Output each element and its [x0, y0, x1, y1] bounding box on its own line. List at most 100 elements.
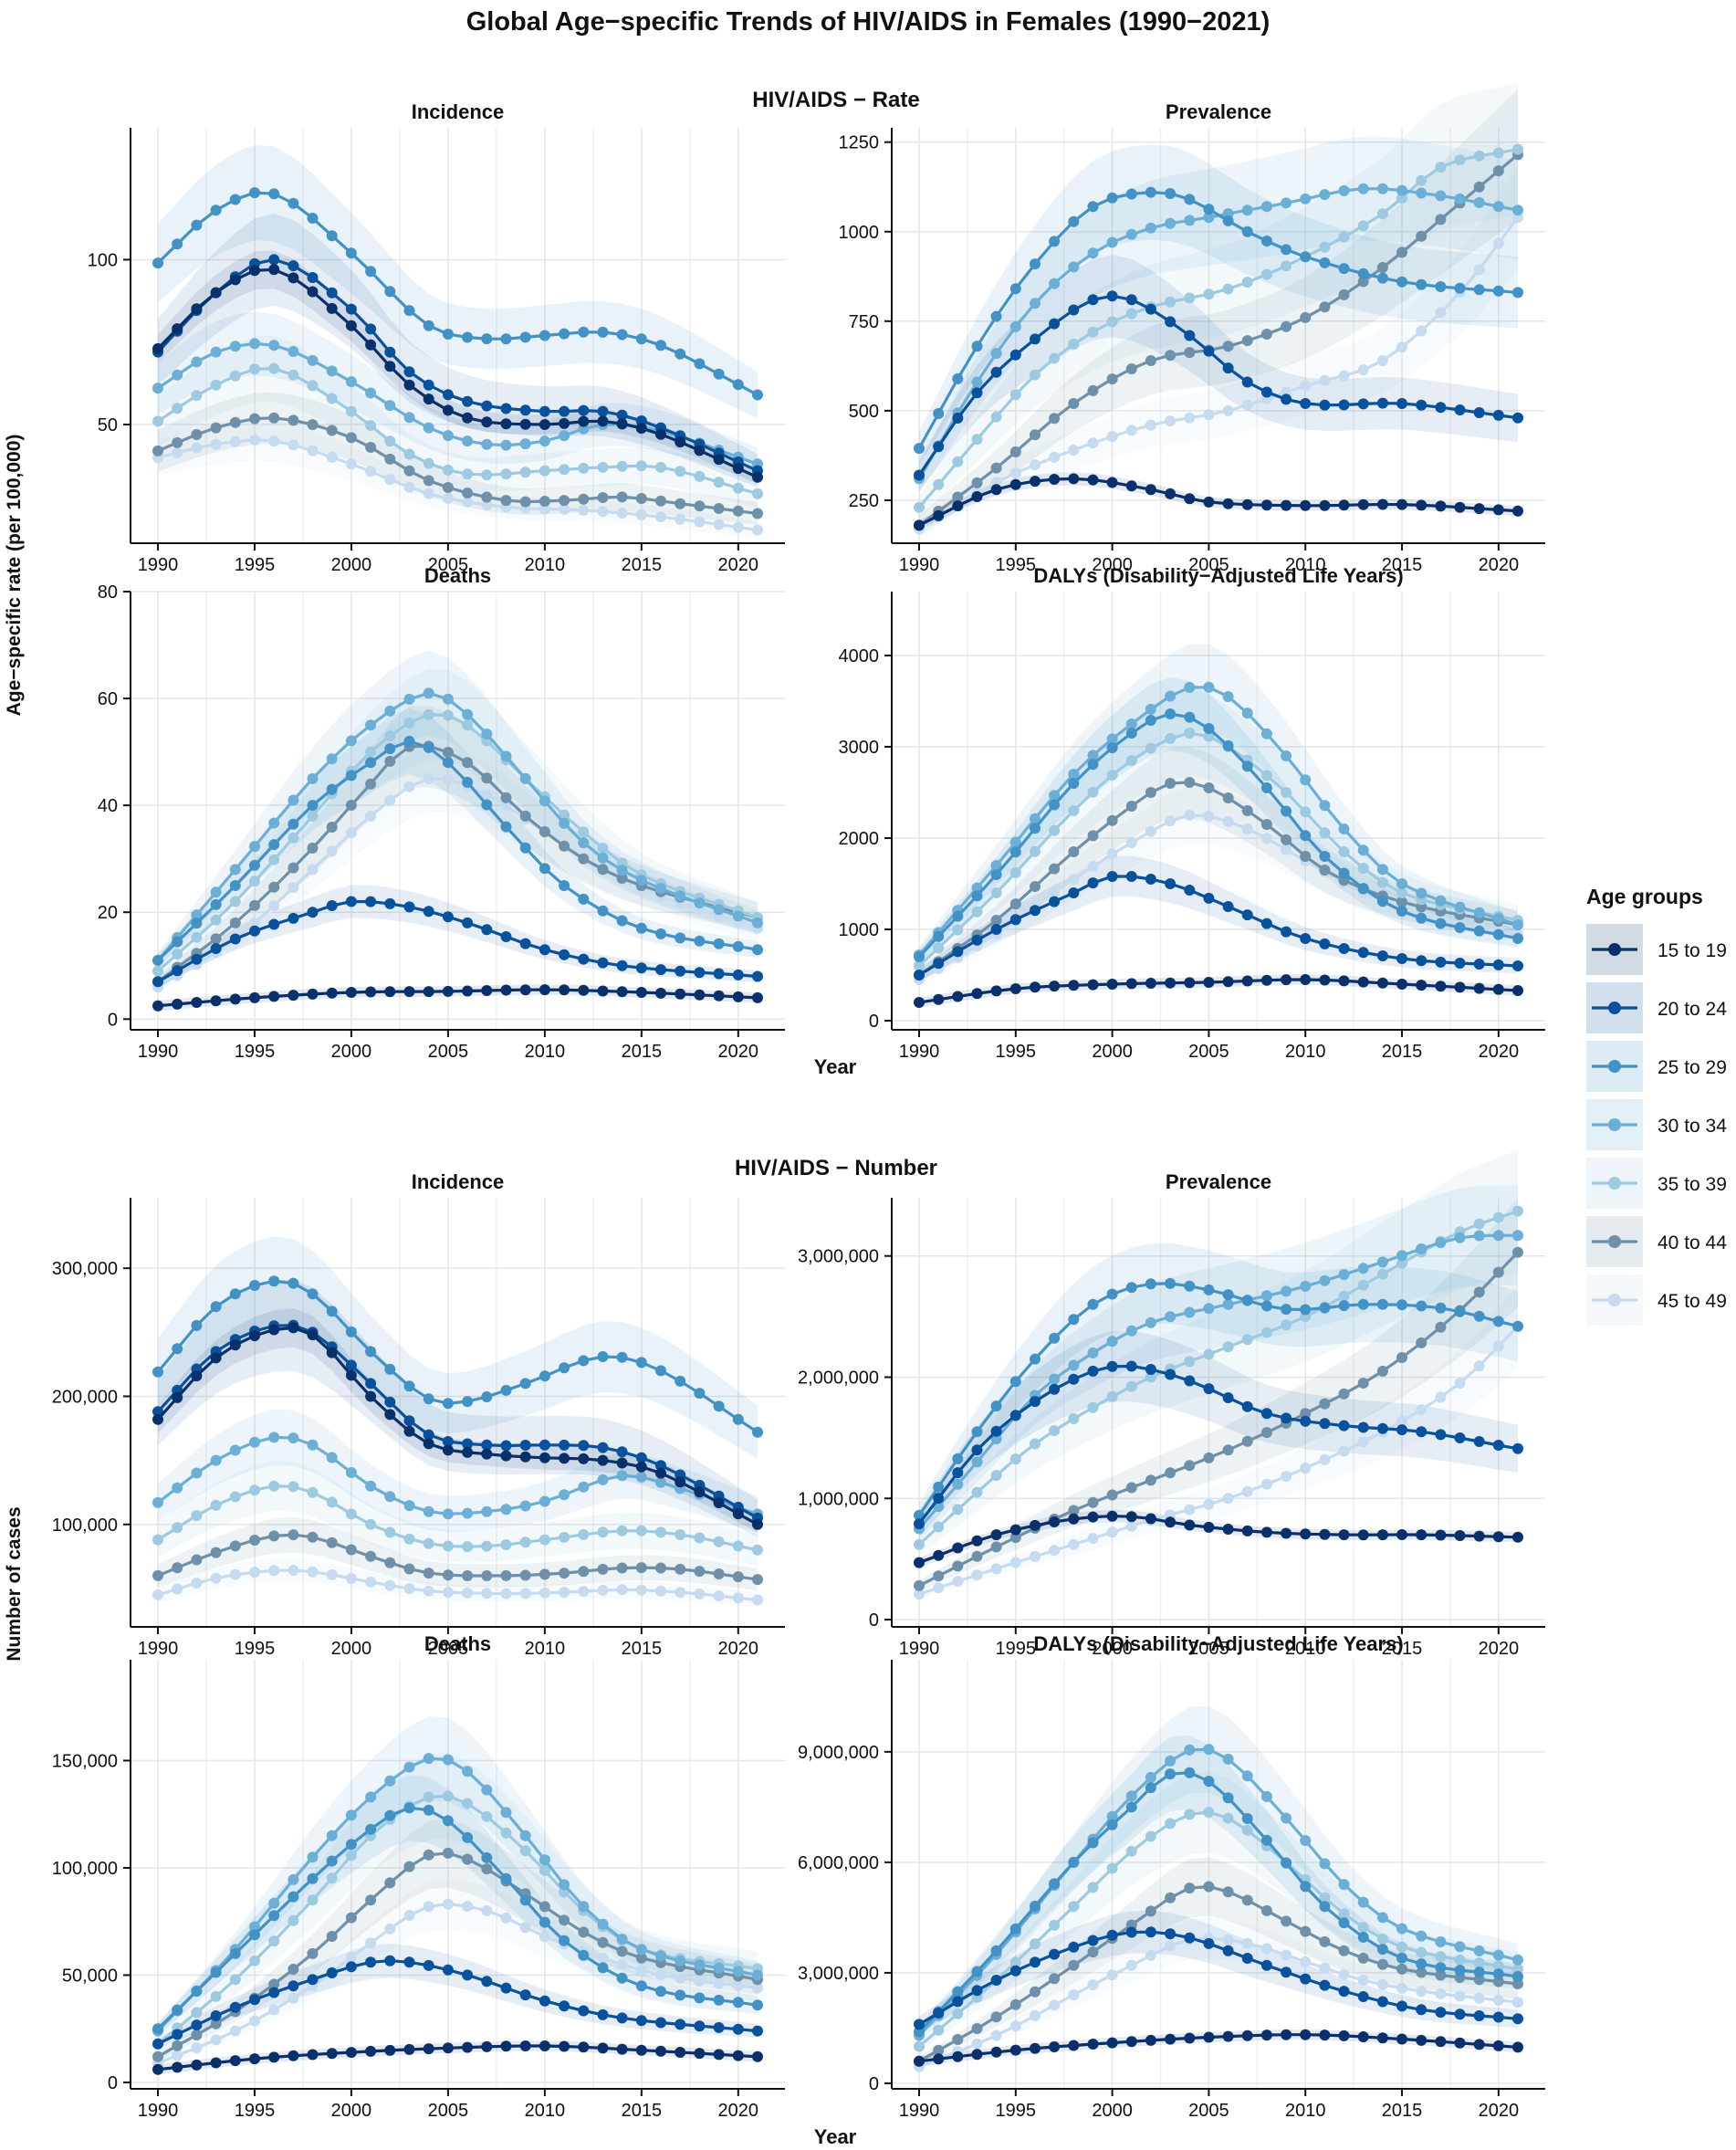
- point-35-to-39: [307, 1486, 319, 1498]
- point-20-to-24: [1184, 330, 1196, 341]
- point-40-to-44: [539, 826, 550, 837]
- x-tick-label: 1995: [235, 1639, 276, 1659]
- point-35-to-39: [1416, 174, 1427, 186]
- ribbon-35-to-39: [919, 1771, 1518, 2052]
- point-15-to-19: [1030, 981, 1041, 993]
- point-35-to-39: [1512, 143, 1523, 155]
- point-45-to-49: [326, 845, 338, 857]
- point-45-to-49: [933, 1582, 945, 1594]
- point-15-to-19: [559, 417, 570, 429]
- point-35-to-39: [384, 730, 396, 741]
- point-20-to-24: [1473, 407, 1485, 418]
- point-15-to-19: [326, 1347, 338, 1358]
- point-15-to-19: [326, 2048, 338, 2060]
- ribbons: [919, 83, 1518, 538]
- point-40-to-44: [210, 422, 222, 434]
- point-45-to-49: [481, 1588, 493, 1599]
- point-25-to-29: [1435, 1962, 1447, 1974]
- point-15-to-19: [752, 471, 763, 483]
- point-15-to-19: [1396, 1529, 1407, 1540]
- point-40-to-44: [990, 1541, 1002, 1553]
- y-tick-label: 100,000: [52, 1515, 118, 1536]
- point-25-to-29: [288, 818, 299, 830]
- point-40-to-44: [384, 453, 396, 465]
- point-35-to-39: [1106, 316, 1118, 328]
- point-20-to-24: [1165, 316, 1177, 328]
- point-20-to-24: [210, 943, 222, 954]
- point-45-to-49: [307, 445, 319, 456]
- point-40-to-44: [933, 1570, 945, 1582]
- point-45-to-49: [307, 1566, 319, 1578]
- point-45-to-49: [481, 789, 493, 801]
- point-30-to-34: [732, 1966, 744, 1977]
- ribbons: [158, 145, 758, 539]
- point-25-to-29: [1087, 1298, 1099, 1310]
- point-15-to-19: [210, 2057, 222, 2069]
- point-30-to-34: [326, 1452, 338, 1463]
- point-30-to-34: [1165, 1755, 1177, 1767]
- point-25-to-29: [578, 326, 590, 338]
- point-25-to-29: [952, 1986, 964, 1998]
- point-35-to-39: [655, 461, 666, 473]
- point-25-to-29: [752, 1999, 763, 2011]
- point-30-to-34: [1009, 836, 1021, 848]
- point-15-to-19: [1396, 2033, 1407, 2045]
- point-45-to-49: [1396, 1415, 1407, 1427]
- point-30-to-34: [326, 365, 338, 377]
- point-40-to-44: [442, 482, 454, 493]
- point-45-to-49: [732, 521, 744, 533]
- point-40-to-44: [210, 2018, 222, 2029]
- point-25-to-29: [172, 1343, 183, 1355]
- point-25-to-29: [732, 1997, 744, 2008]
- point-40-to-44: [1396, 246, 1407, 258]
- point-15-to-19: [365, 2045, 377, 2057]
- point-25-to-29: [713, 368, 725, 380]
- point-15-to-19: [732, 2050, 744, 2061]
- point-35-to-39: [384, 1526, 396, 1538]
- point-30-to-34: [1203, 1303, 1215, 1315]
- point-40-to-44: [1125, 363, 1137, 374]
- point-30-to-34: [191, 909, 203, 921]
- point-35-to-39: [914, 960, 925, 971]
- point-15-to-19: [1492, 504, 1504, 516]
- point-15-to-19: [1281, 974, 1292, 986]
- point-20-to-24: [1165, 1928, 1177, 1940]
- point-15-to-19: [442, 404, 454, 416]
- point-20-to-24: [423, 1429, 434, 1441]
- point-40-to-44: [423, 475, 434, 487]
- point-40-to-44: [268, 881, 280, 893]
- point-35-to-39: [519, 1845, 531, 1857]
- point-20-to-24: [384, 1396, 396, 1408]
- point-20-to-24: [1030, 1956, 1041, 1968]
- series-lines: [152, 687, 763, 1012]
- point-45-to-49: [539, 1587, 550, 1599]
- point-15-to-19: [1454, 2037, 1466, 2049]
- point-30-to-34: [1106, 733, 1118, 745]
- point-35-to-39: [307, 1894, 319, 1906]
- point-25-to-29: [675, 1375, 686, 1387]
- x-tick-label: 2015: [1382, 1042, 1423, 1062]
- point-35-to-39: [500, 1539, 512, 1550]
- panel-rate-4: DALYs (Disability−Adjusted Life Years)01…: [839, 564, 1545, 1062]
- point-25-to-29: [559, 880, 570, 891]
- point-30-to-34: [559, 1489, 570, 1501]
- point-25-to-29: [914, 443, 925, 455]
- point-30-to-34: [1357, 1896, 1369, 1908]
- point-45-to-49: [1184, 810, 1196, 821]
- point-25-to-29: [1281, 1304, 1292, 1316]
- point-25-to-29: [1106, 192, 1118, 204]
- point-15-to-19: [172, 1391, 183, 1403]
- gridlines: [131, 1198, 785, 1627]
- point-20-to-24: [752, 2025, 763, 2037]
- point-35-to-39: [752, 488, 763, 499]
- point-30-to-34: [559, 817, 570, 829]
- point-45-to-49: [1106, 1526, 1118, 1538]
- point-30-to-34: [288, 346, 299, 357]
- point-40-to-44: [1319, 865, 1331, 876]
- point-20-to-24: [1184, 1375, 1196, 1387]
- x-tick-label: 1995: [996, 1639, 1037, 1659]
- x-tick-label: 1990: [899, 2101, 940, 2121]
- point-25-to-29: [229, 1288, 241, 1300]
- point-15-to-19: [500, 984, 512, 996]
